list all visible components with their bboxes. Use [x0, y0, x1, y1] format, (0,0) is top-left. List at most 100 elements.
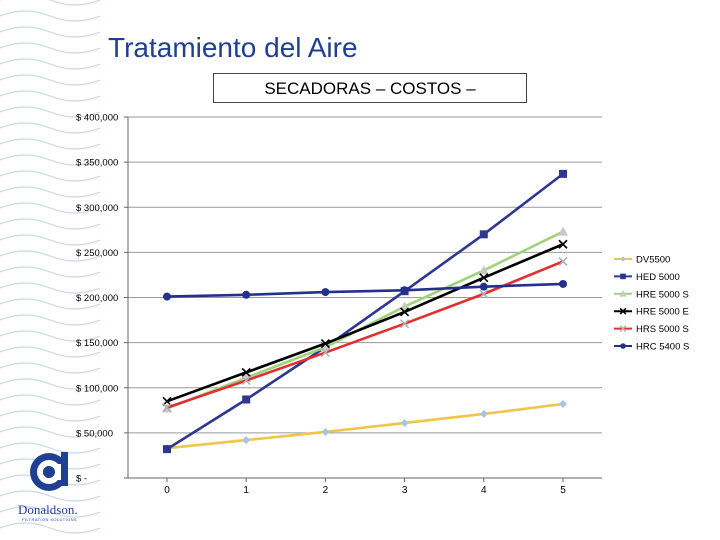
swirl-line: [0, 314, 100, 326]
swirl-line: [0, 346, 100, 358]
data-point-circle: [559, 279, 567, 288]
data-point-x: [241, 375, 251, 386]
y-tick-label: $ 100,000: [76, 383, 118, 394]
data-point-triangle: [320, 342, 331, 352]
legend-label: HRS 5000 S: [636, 324, 689, 335]
series-line: [166, 260, 564, 409]
swirl-line: [0, 234, 100, 246]
series-line: [166, 172, 564, 451]
swirl-line: [0, 58, 100, 70]
data-point-triangle: [619, 290, 627, 297]
data-point-square: [242, 395, 251, 404]
swirl-line: [0, 506, 100, 518]
swirl-line: [0, 0, 100, 6]
data-point-circle: [321, 288, 330, 297]
data-point-x: [400, 319, 410, 329]
data-point-x: [619, 325, 627, 332]
series-line: [166, 402, 564, 450]
swirl-line: [0, 202, 100, 214]
data-point-square: [620, 273, 626, 280]
legend-label: HRE 5000 E: [636, 307, 689, 318]
swirl-line: [0, 10, 100, 22]
swirl-line: [0, 442, 100, 454]
x-tick-label: 0: [164, 485, 170, 496]
swirl-line: [0, 122, 100, 134]
data-point-x: [479, 273, 489, 283]
swirl-line: [0, 410, 100, 422]
data-point-diamond: [479, 409, 488, 418]
x-tick-label: 1: [243, 485, 249, 496]
logo-brand-text: Donaldson.: [18, 502, 78, 517]
x-tick-label: 2: [323, 485, 329, 496]
swirl-line: [0, 154, 100, 166]
series-3: [162, 239, 568, 406]
data-point-x: [162, 403, 172, 413]
data-point-circle: [163, 292, 171, 301]
y-tick-label: $ 250,000: [76, 248, 118, 259]
swirl-line: [0, 74, 100, 86]
chart-subtitle: SECADORAS – COSTOS –: [264, 79, 476, 98]
logo-tagline-text: FILTRATION SOLUTIONS: [22, 517, 77, 522]
series-line: [166, 243, 564, 403]
swirl-line: [0, 378, 100, 390]
swirl-line: [0, 490, 100, 502]
series-line: [166, 282, 564, 298]
data-point-diamond: [620, 256, 626, 262]
swirl-line: [0, 26, 100, 38]
data-point-circle: [400, 286, 409, 295]
series-5: [163, 279, 567, 301]
swirl-line: [0, 330, 100, 342]
swirl-line: [0, 106, 100, 118]
slide-title: Tratamiento del Aire: [108, 32, 358, 63]
data-point-triangle: [558, 226, 568, 236]
legend-label: HED 5000: [636, 272, 680, 283]
x-tick-label: 5: [560, 485, 566, 496]
data-point-square: [163, 445, 171, 454]
data-point-diamond: [321, 427, 330, 436]
data-point-diamond: [400, 418, 409, 427]
y-tick-label: $ 150,000: [76, 338, 118, 349]
legend-label: HRE 5000 S: [636, 289, 689, 300]
donaldson-logo-icon: [30, 452, 68, 491]
data-point-x: [320, 347, 330, 358]
data-point-circle: [242, 290, 251, 299]
data-point-x: [558, 256, 568, 266]
data-point-triangle: [399, 301, 410, 311]
y-tick-label: $ 400,000: [76, 113, 118, 124]
swirl-line: [0, 426, 100, 438]
data-point-x: [320, 338, 330, 349]
chart-subtitle-box: SECADORAS – COSTOS –: [213, 73, 527, 103]
data-point-x: [400, 307, 410, 317]
swirl-line: [0, 90, 100, 102]
data-point-circle: [620, 343, 626, 349]
legend-label: DV5500: [636, 255, 670, 266]
series-0: [163, 399, 567, 453]
swirl-line: [0, 298, 100, 310]
y-tick-label: $ 300,000: [76, 203, 118, 214]
y-tick-label: $ 50,000: [76, 428, 113, 439]
swirl-line: [0, 266, 100, 278]
y-tick-label: $ 350,000: [76, 158, 118, 169]
swirl-line: [0, 394, 100, 406]
y-tick-label: $ -: [76, 474, 87, 485]
data-point-circle: [479, 282, 488, 291]
data-point-x: [619, 307, 627, 315]
swirl-line: [0, 186, 100, 198]
swirl-line: [0, 522, 100, 534]
swirl-line: [0, 362, 100, 374]
x-tick-label: 4: [481, 485, 487, 496]
swirl-line: [0, 282, 100, 294]
swirl-line: [0, 42, 100, 54]
data-point-diamond: [242, 436, 251, 445]
y-tick-label: $ 200,000: [76, 293, 118, 304]
data-point-diamond: [559, 399, 567, 408]
data-point-x: [558, 239, 568, 249]
series-4: [162, 256, 568, 413]
data-point-square: [479, 230, 488, 239]
data-point-square: [559, 169, 567, 178]
swirl-line: [0, 170, 100, 182]
data-point-triangle: [478, 265, 489, 275]
swirl-line: [0, 218, 100, 230]
legend-label: HRC 5400 S: [636, 342, 689, 353]
